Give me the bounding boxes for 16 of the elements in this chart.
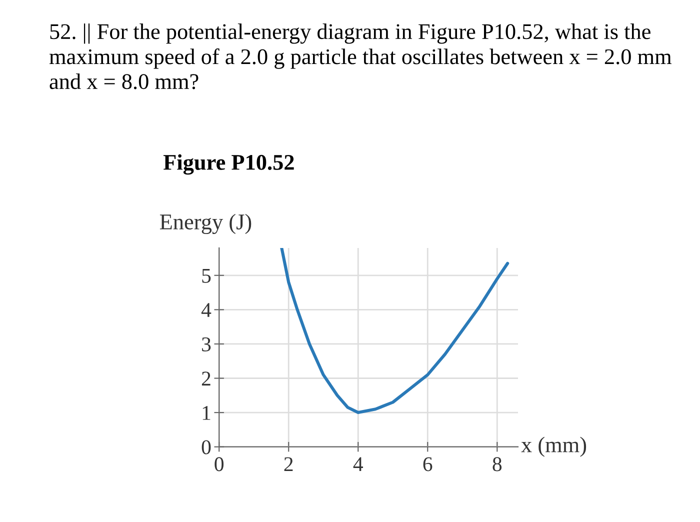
y-tick-label: 1 xyxy=(202,406,210,420)
line-series xyxy=(280,248,510,414)
y-tick-label: 3 xyxy=(202,337,211,352)
y-tick-label: 0 xyxy=(202,440,211,454)
chart-title: 52. || For the potential-energy diagram in Figure P10.52, what is the maximum speed of a 2.0 g particle that oscillates between x = 2.0 mm and x = 8.0 mm? xyxy=(49,23,672,90)
x-tick-label: 0 xyxy=(214,457,224,472)
y-axis-title: Energy (J) xyxy=(160,214,252,234)
x-tick-label: 4 xyxy=(353,457,364,472)
x-tick-label: 6 xyxy=(423,457,432,472)
y-tick-label: 2 xyxy=(202,372,210,386)
x-axis-title: x (mm) xyxy=(521,436,586,457)
y-tick-label: 5 xyxy=(202,268,211,283)
chart-subtitle: Figure P10.52 xyxy=(163,154,294,175)
x-tick-label: 2 xyxy=(284,457,293,472)
y-tick-label: 4 xyxy=(201,303,212,317)
x-tick-label: 8 xyxy=(492,457,502,472)
